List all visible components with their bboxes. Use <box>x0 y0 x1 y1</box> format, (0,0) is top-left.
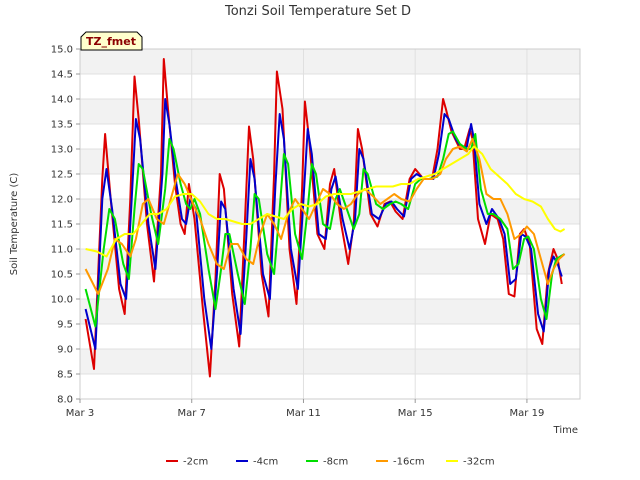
legend-label: -4cm <box>253 457 278 468</box>
x-tick-label: Mar 11 <box>286 408 321 419</box>
y-tick-label: 13.0 <box>51 145 73 156</box>
plot-band <box>80 374 580 399</box>
series-lines <box>84 58 566 378</box>
badge-label: TZ_fmet <box>86 35 136 48</box>
station-badge: TZ_fmet <box>80 31 143 51</box>
y-tick-label: 9.0 <box>57 345 73 356</box>
y-tick-label: 12.0 <box>51 195 73 206</box>
plot-band <box>80 349 580 374</box>
plot-band <box>80 124 580 149</box>
plot-band <box>80 74 580 99</box>
x-tick-label: Mar 3 <box>66 408 94 419</box>
plot-band <box>80 99 580 124</box>
legend: -2cm -4cm -8cm -16cm -32cm <box>166 457 495 468</box>
series-line-minus-8cm <box>84 130 566 328</box>
legend-label: -16cm <box>393 457 425 468</box>
x-tick-label: Mar 19 <box>510 408 545 419</box>
legend-label: -2cm <box>183 457 208 468</box>
legend-label: -32cm <box>463 457 495 468</box>
series-line-minus-16cm <box>84 138 566 295</box>
x-axis-label: Time <box>553 425 578 436</box>
y-tick-label: 10.5 <box>51 270 73 281</box>
plot-background <box>80 49 580 399</box>
y-tick-label: 13.5 <box>51 120 73 131</box>
x-tick-label: Mar 7 <box>178 408 206 419</box>
y-tick-label: 11.0 <box>51 245 73 256</box>
plot-band <box>80 49 580 74</box>
plot-band <box>80 249 580 274</box>
y-tick-label: 15.0 <box>51 45 73 56</box>
y-axis-ticks: 8.0 8.5 9.0 9.5 10.0 10.5 11.0 11.5 12.0 12.5 13.0… <box>51 45 80 406</box>
legend-label: -8cm <box>323 457 348 468</box>
y-tick-label: 12.5 <box>51 170 73 181</box>
chart-title: Tonzi Soil Temperature Set D <box>224 4 411 19</box>
series-line-minus-4cm <box>84 98 563 350</box>
plot-band <box>80 274 580 299</box>
y-tick-label: 8.5 <box>57 370 73 381</box>
series-line-minus-2cm <box>84 58 563 378</box>
y-tick-label: 14.0 <box>51 95 73 106</box>
y-tick-label: 10.0 <box>51 295 73 306</box>
y-tick-label: 14.5 <box>51 70 73 81</box>
y-axis-label: Soil Temperature (C) <box>9 173 20 276</box>
y-tick-label: 9.5 <box>57 320 73 331</box>
x-axis-ticks: Mar 3 Mar 7 Mar 11 Mar 15 Mar 19 <box>66 399 545 419</box>
plot-band <box>80 324 580 349</box>
y-tick-label: 8.0 <box>57 395 73 406</box>
x-tick-label: Mar 15 <box>398 408 433 419</box>
plot-band <box>80 299 580 324</box>
plot-band <box>80 149 580 174</box>
badge-box <box>80 31 143 51</box>
y-tick-label: 11.5 <box>51 220 73 231</box>
series-line-minus-32cm <box>85 145 566 258</box>
